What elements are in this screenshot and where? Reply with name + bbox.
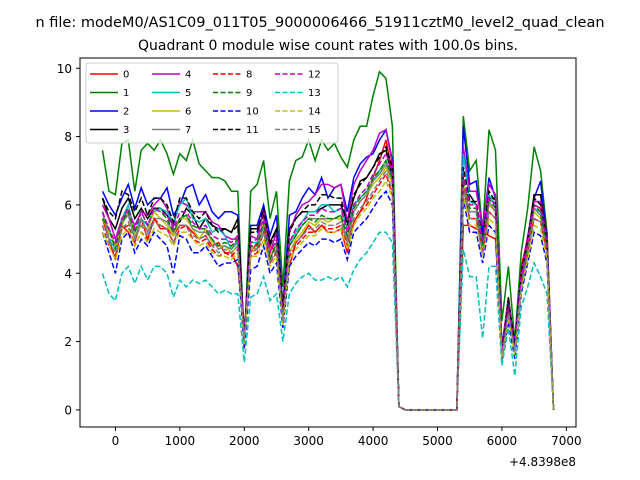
x-axis: 0 1000 2000 3000 4000 5000 6000 7000	[112, 427, 582, 448]
y-tick-label: 2	[64, 335, 72, 349]
x-tick-label: 3000	[293, 434, 324, 448]
legend-label-10: 10	[246, 107, 259, 118]
series-line-13	[101, 231, 555, 411]
legend-label-1: 1	[123, 88, 129, 99]
x-tick-label: 1000	[165, 434, 196, 448]
x-tick-label: 2000	[229, 434, 260, 448]
legend-label-15: 15	[308, 125, 321, 136]
legend-box	[85, 62, 339, 144]
x-tick-label: 6000	[487, 434, 518, 448]
series-line-12	[101, 151, 555, 411]
plot-frame	[79, 57, 577, 428]
legend-label-4: 4	[185, 70, 191, 81]
legend-label-12: 12	[308, 70, 321, 81]
legend-label-14: 14	[308, 107, 321, 118]
series-lines	[101, 70, 555, 411]
y-tick-label: 10	[57, 62, 72, 76]
legend-label-3: 3	[123, 125, 129, 136]
y-tick-label: 6	[64, 198, 72, 212]
legend-label-11: 11	[246, 125, 259, 136]
x-tick-label: 0	[112, 434, 120, 448]
chart-suptitle: n file: modeM0/AS1C09_011T05_9000006466_…	[35, 15, 604, 31]
x-tick-label: 5000	[422, 434, 453, 448]
x-offset-label: +4.8398e8	[509, 455, 576, 469]
legend-label-6: 6	[185, 107, 191, 118]
y-tick-label: 4	[64, 267, 72, 281]
x-tick-label: 7000	[551, 434, 582, 448]
legend-label-9: 9	[246, 88, 252, 99]
legend-label-2: 2	[123, 107, 129, 118]
series-line-1	[101, 70, 555, 411]
legend-label-0: 0	[123, 70, 129, 81]
legend-label-5: 5	[185, 88, 191, 99]
legend-label-8: 8	[246, 70, 252, 81]
chart-title: Quadrant 0 module wise count rates with …	[138, 38, 518, 54]
y-axis: 0 2 4 6 8 10	[57, 62, 80, 417]
y-tick-label: 8	[64, 130, 72, 144]
legend-label-7: 7	[185, 125, 191, 136]
series-line-14	[101, 179, 555, 411]
series-line-15	[101, 169, 555, 411]
y-tick-label: 0	[64, 403, 72, 417]
legend-label-13: 13	[308, 88, 321, 99]
series-line-10	[101, 189, 555, 411]
series-line-9	[101, 158, 555, 411]
x-tick-label: 4000	[358, 434, 389, 448]
